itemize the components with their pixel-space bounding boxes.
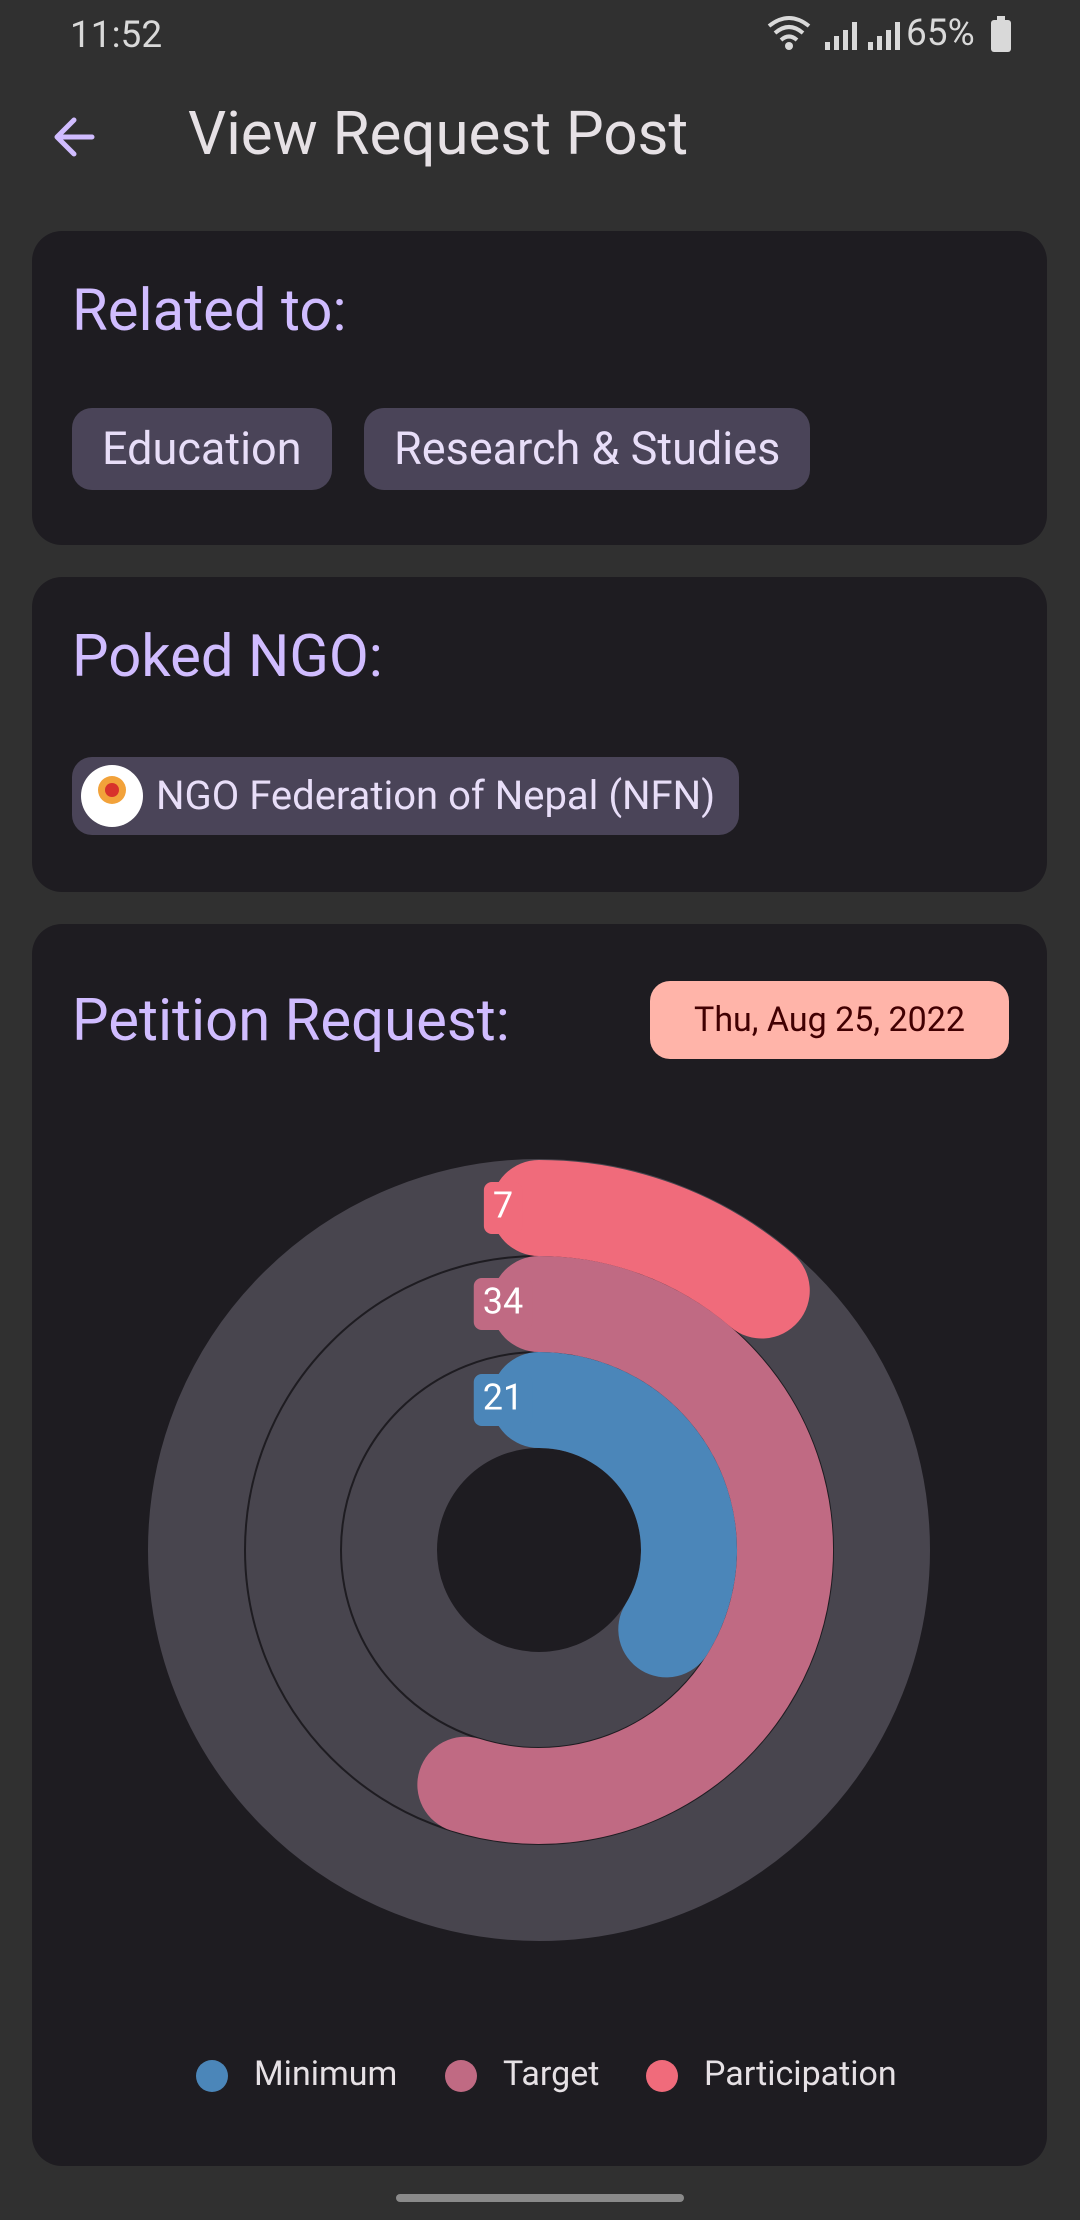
section-title: Poked NGO:	[72, 623, 383, 691]
ngo-logo	[81, 765, 143, 827]
legend-dot	[445, 2060, 477, 2092]
section-title: Petition Request:	[72, 987, 510, 1055]
data-label: 7	[493, 1185, 513, 1227]
legend-label: Minimum	[254, 2054, 397, 2094]
status-icons	[767, 16, 1011, 52]
data-label: 34	[483, 1281, 523, 1323]
radial-bar	[417, 1256, 833, 1844]
ngo-chip[interactable]: NGO Federation of Nepal (NFN)	[72, 757, 740, 835]
legend-label: Target	[503, 2054, 599, 2094]
data-label-bg	[483, 1182, 523, 1234]
tag-chip[interactable]: Research & Studies	[364, 408, 811, 490]
legend-dot	[646, 2060, 678, 2092]
data-label: 21	[483, 1377, 523, 1419]
back-button[interactable]	[48, 110, 102, 164]
legend-label: Participation	[704, 2054, 897, 2094]
page-title: View Request Post	[188, 98, 689, 169]
home-indicator	[396, 2194, 684, 2202]
radial-bar	[491, 1160, 810, 1339]
data-label-bg	[473, 1278, 533, 1330]
date-chip: Thu, Aug 25, 2022	[650, 981, 1009, 1059]
data-label-bg	[473, 1374, 533, 1426]
poked-card	[32, 577, 1047, 892]
status-time: 11:52	[70, 14, 163, 57]
section-title: Related to:	[72, 277, 347, 345]
status-battery: 65%	[906, 12, 975, 55]
radial-bar	[491, 1352, 737, 1678]
ngo-name: NGO Federation of Nepal (NFN)	[156, 772, 716, 819]
tag-chip[interactable]: Education	[72, 408, 332, 490]
legend-dot	[196, 2060, 228, 2092]
related-card	[32, 231, 1047, 545]
